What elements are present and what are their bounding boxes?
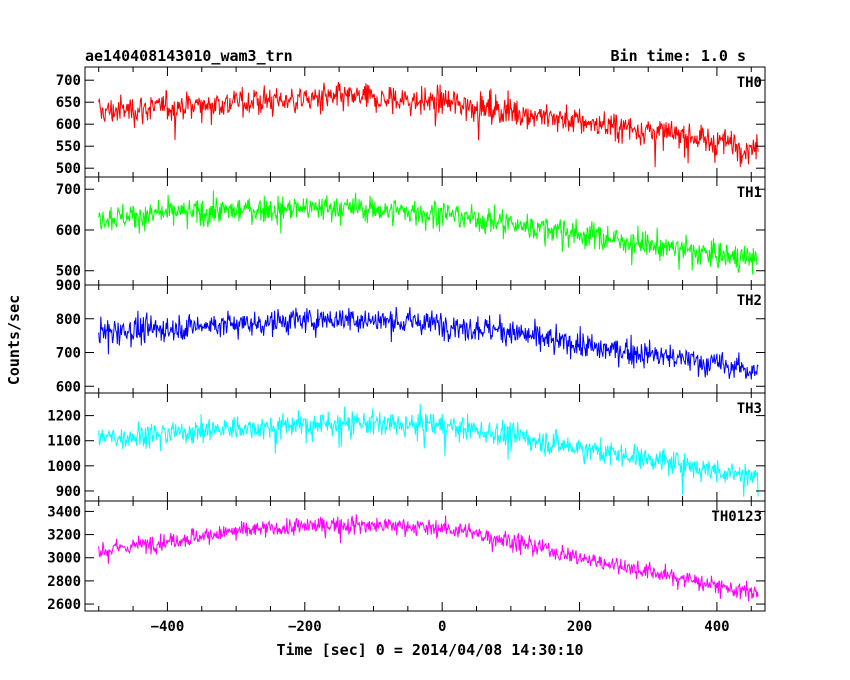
panel-frame [84,66,766,178]
panel-th1: 500 600 700 TH1 [56,176,766,286]
panel-th2: 600 700 800 900 TH2 [56,278,766,395]
y-tick-label: 900 [56,484,81,500]
y-tick-label: 550 [56,139,81,155]
series-line-th3 [98,403,759,497]
panel-frame [84,176,766,286]
y-tick-label: 700 [56,182,81,198]
band-label-th2: TH2 [737,293,762,309]
bin-time-label: Bin time: 1.0 s [611,47,746,65]
band-label-th0: TH0 [737,75,762,91]
y-tick-label: 3200 [47,528,81,544]
y-tick-label: 2800 [47,574,81,590]
band-label-th1: TH1 [737,185,762,201]
y-tick-label: 1100 [47,434,81,450]
y-tick-label: 3400 [47,504,81,520]
y-tick-label: 600 [56,379,81,395]
y-tick-label: 3000 [47,551,81,567]
x-tick-label: 0 [438,619,446,635]
x-tick-label: −200 [288,619,322,635]
y-tick-label: 500 [56,264,81,280]
series-line-th1 [98,190,759,275]
panel-frame [84,284,766,394]
band-label-th0123: TH0123 [711,509,762,525]
y-tick-label: 600 [56,223,81,239]
y-tick-label: 500 [56,161,81,177]
series-line-th2 [98,306,759,380]
y-tick-label: 900 [56,278,81,294]
y-tick-label: 600 [56,117,81,133]
series-line-th0 [98,81,759,168]
y-tick-label: 2600 [47,597,81,613]
panel-th0123: 2600 2800 3000 3200 3400 −400 −200 0 200 400 TH012… [47,500,766,635]
panels-group: 500 550 600 650 700 TH0 500 600 700 TH1 600 700 800 9… [47,66,766,635]
band-label-th3: TH3 [737,401,762,417]
y-axis-label: Counts/sec [5,295,23,385]
x-axis-label: Time [sec] 0 = 2014/04/08 14:30:10 [276,641,583,659]
panel-frame [84,392,766,502]
y-tick-label: 800 [56,312,81,328]
panel-frame [84,500,766,612]
x-tick-label: 200 [567,619,592,635]
chart-title: ae140408143010_wam3_trn [85,47,293,65]
x-tick-label: −400 [151,619,185,635]
y-tick-label: 700 [56,73,81,89]
panel-th3: 900 1000 1100 1200 TH3 [47,392,766,502]
panel-th0: 500 550 600 650 700 TH0 [56,66,766,178]
y-tick-label: 1200 [47,409,81,425]
x-tick-label: 400 [704,619,729,635]
series-line-th0123 [98,514,759,602]
y-tick-label: 700 [56,346,81,362]
y-tick-label: 1000 [47,459,81,475]
y-tick-label: 650 [56,95,81,111]
